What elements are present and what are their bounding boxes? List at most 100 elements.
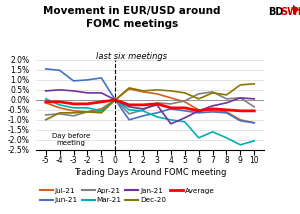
Apr-21 bbox=[72, 114, 75, 117]
Line: Apr-21: Apr-21 bbox=[46, 92, 254, 116]
Jan-21 bbox=[44, 90, 47, 92]
Jun-21 bbox=[211, 111, 214, 113]
Apr-21 bbox=[211, 91, 214, 93]
Dec-20 bbox=[85, 111, 89, 113]
Dec-20 bbox=[211, 92, 214, 94]
Mar-21 bbox=[141, 110, 145, 112]
Line: Jun-21: Jun-21 bbox=[46, 69, 254, 123]
Apr-21 bbox=[225, 98, 228, 100]
Dec-20 bbox=[127, 87, 131, 89]
Line: Jul-21: Jul-21 bbox=[46, 89, 254, 123]
Average bbox=[225, 108, 228, 111]
Average bbox=[85, 103, 89, 105]
Average bbox=[211, 108, 214, 110]
Mar-21 bbox=[58, 104, 61, 106]
Line: Mar-21: Mar-21 bbox=[46, 99, 254, 145]
Jan-21 bbox=[183, 117, 187, 119]
Jun-21 bbox=[100, 77, 103, 79]
Dec-20 bbox=[238, 84, 242, 86]
Jun-21 bbox=[141, 114, 145, 117]
Jun-21 bbox=[197, 111, 200, 114]
Mar-21 bbox=[253, 140, 256, 142]
Apr-21 bbox=[58, 113, 61, 115]
Apr-21 bbox=[197, 93, 200, 95]
Mar-21 bbox=[155, 116, 159, 118]
Jul-21 bbox=[225, 111, 228, 113]
Average bbox=[253, 110, 256, 112]
Mar-21 bbox=[85, 107, 89, 109]
Mar-21 bbox=[225, 137, 228, 139]
Mar-21 bbox=[72, 107, 75, 109]
Text: Day before
meeting: Day before meeting bbox=[52, 133, 90, 146]
Jan-21 bbox=[72, 90, 75, 92]
Jul-21 bbox=[253, 122, 256, 124]
Text: BD: BD bbox=[268, 7, 284, 18]
Average bbox=[100, 101, 103, 103]
Average bbox=[72, 103, 75, 105]
Average bbox=[127, 104, 131, 106]
Apr-21 bbox=[183, 100, 187, 102]
Jun-21 bbox=[72, 80, 75, 82]
Jul-21 bbox=[113, 99, 117, 101]
Jul-21 bbox=[44, 102, 47, 104]
Dec-20 bbox=[72, 111, 75, 114]
Text: SWISS: SWISS bbox=[280, 7, 300, 18]
Apr-21 bbox=[127, 113, 131, 115]
Jan-21 bbox=[169, 123, 173, 125]
Jan-21 bbox=[253, 98, 256, 100]
Mar-21 bbox=[211, 131, 214, 133]
Average bbox=[155, 103, 159, 105]
Text: last six meetings: last six meetings bbox=[96, 52, 168, 61]
Jun-21 bbox=[127, 119, 131, 121]
Jan-21 bbox=[211, 105, 214, 107]
Average bbox=[113, 99, 117, 101]
Jun-21 bbox=[58, 69, 61, 72]
Dec-20 bbox=[183, 92, 187, 94]
Jun-21 bbox=[253, 122, 256, 124]
Mar-21 bbox=[127, 108, 131, 111]
Average bbox=[183, 107, 187, 109]
Average bbox=[238, 110, 242, 112]
Mar-21 bbox=[197, 137, 200, 139]
Mar-21 bbox=[169, 119, 173, 121]
Average bbox=[141, 104, 145, 106]
Mar-21 bbox=[44, 98, 47, 100]
Average bbox=[58, 101, 61, 103]
Jun-21 bbox=[169, 108, 173, 110]
Apr-21 bbox=[253, 106, 256, 108]
Mar-21 bbox=[183, 120, 187, 123]
Dec-20 bbox=[253, 83, 256, 85]
Jul-21 bbox=[197, 108, 200, 111]
Jan-21 bbox=[155, 104, 159, 106]
Jun-21 bbox=[155, 111, 159, 114]
Dec-20 bbox=[141, 90, 145, 92]
Apr-21 bbox=[100, 110, 103, 112]
Legend: Jul-21, Jun-21, Apr-21, Mar-21, Jan-21, Dec-20, Average: Jul-21, Jun-21, Apr-21, Mar-21, Jan-21, … bbox=[40, 187, 215, 203]
Jul-21 bbox=[100, 108, 103, 110]
Jan-21 bbox=[127, 106, 131, 108]
Jan-21 bbox=[58, 89, 61, 91]
Jun-21 bbox=[238, 120, 242, 122]
Apr-21 bbox=[141, 108, 145, 111]
X-axis label: Trading Days Around FOMC meeting: Trading Days Around FOMC meeting bbox=[74, 168, 226, 177]
Jun-21 bbox=[44, 68, 47, 70]
Jul-21 bbox=[127, 88, 131, 90]
Dec-20 bbox=[169, 90, 173, 92]
Jul-21 bbox=[169, 97, 173, 99]
Mar-21 bbox=[113, 99, 117, 101]
Jun-21 bbox=[85, 79, 89, 81]
Text: Movement in EUR/USD around
FOMC meetings: Movement in EUR/USD around FOMC meetings bbox=[43, 6, 221, 29]
Mar-21 bbox=[100, 110, 103, 112]
Average bbox=[197, 110, 200, 112]
Jan-21 bbox=[238, 97, 242, 99]
Dec-20 bbox=[155, 89, 159, 91]
Jul-21 bbox=[238, 119, 242, 121]
Jul-21 bbox=[183, 101, 187, 103]
Line: Dec-20: Dec-20 bbox=[46, 84, 254, 120]
Jan-21 bbox=[85, 92, 89, 94]
Jun-21 bbox=[183, 110, 187, 112]
Jul-21 bbox=[58, 107, 61, 109]
Average bbox=[169, 107, 173, 109]
Jul-21 bbox=[72, 110, 75, 112]
Mar-21 bbox=[238, 144, 242, 146]
